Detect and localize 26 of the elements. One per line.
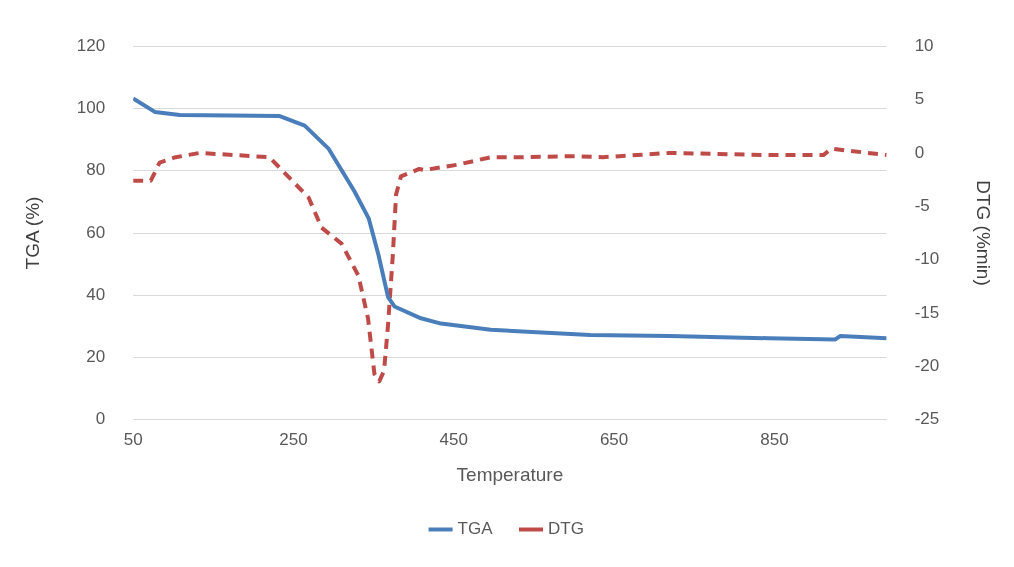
y-tick-label: 40 [86, 284, 106, 304]
y-tick-label: 80 [86, 160, 106, 180]
y-tick-label: 0 [95, 409, 106, 429]
x-tick-label: 650 [599, 429, 629, 449]
x-tick-label: 850 [760, 429, 789, 449]
line-series [133, 146, 887, 384]
y-tick-label: 60 [86, 222, 106, 242]
legend-label: TGA [457, 519, 494, 539]
x-axis-title: Temperature [456, 463, 564, 485]
x-tick-label: 450 [439, 429, 468, 449]
y2-axis-title: DTG (%min) [973, 180, 995, 286]
y2-tick-label: 0 [914, 142, 925, 162]
x-tick-label: 250 [279, 429, 308, 449]
y-tick-label: 100 [76, 98, 106, 118]
y-tick-label: 20 [86, 347, 106, 367]
y2-tick-label: 5 [914, 89, 925, 109]
y-axis-title: TGA (%) [21, 196, 43, 270]
y-tick-label: 120 [76, 35, 106, 55]
y2-tick-label: -20 [914, 356, 940, 376]
y2-tick-label: -5 [914, 196, 930, 215]
y2-tick-label: -10 [914, 249, 940, 269]
y2-tick-label: -15 [914, 302, 940, 322]
x-tick-label: 50 [123, 429, 143, 449]
y2-tick-label: -25 [914, 409, 940, 429]
y2-tick-label: 10 [914, 35, 934, 55]
legend-label: DTG [548, 519, 584, 539]
